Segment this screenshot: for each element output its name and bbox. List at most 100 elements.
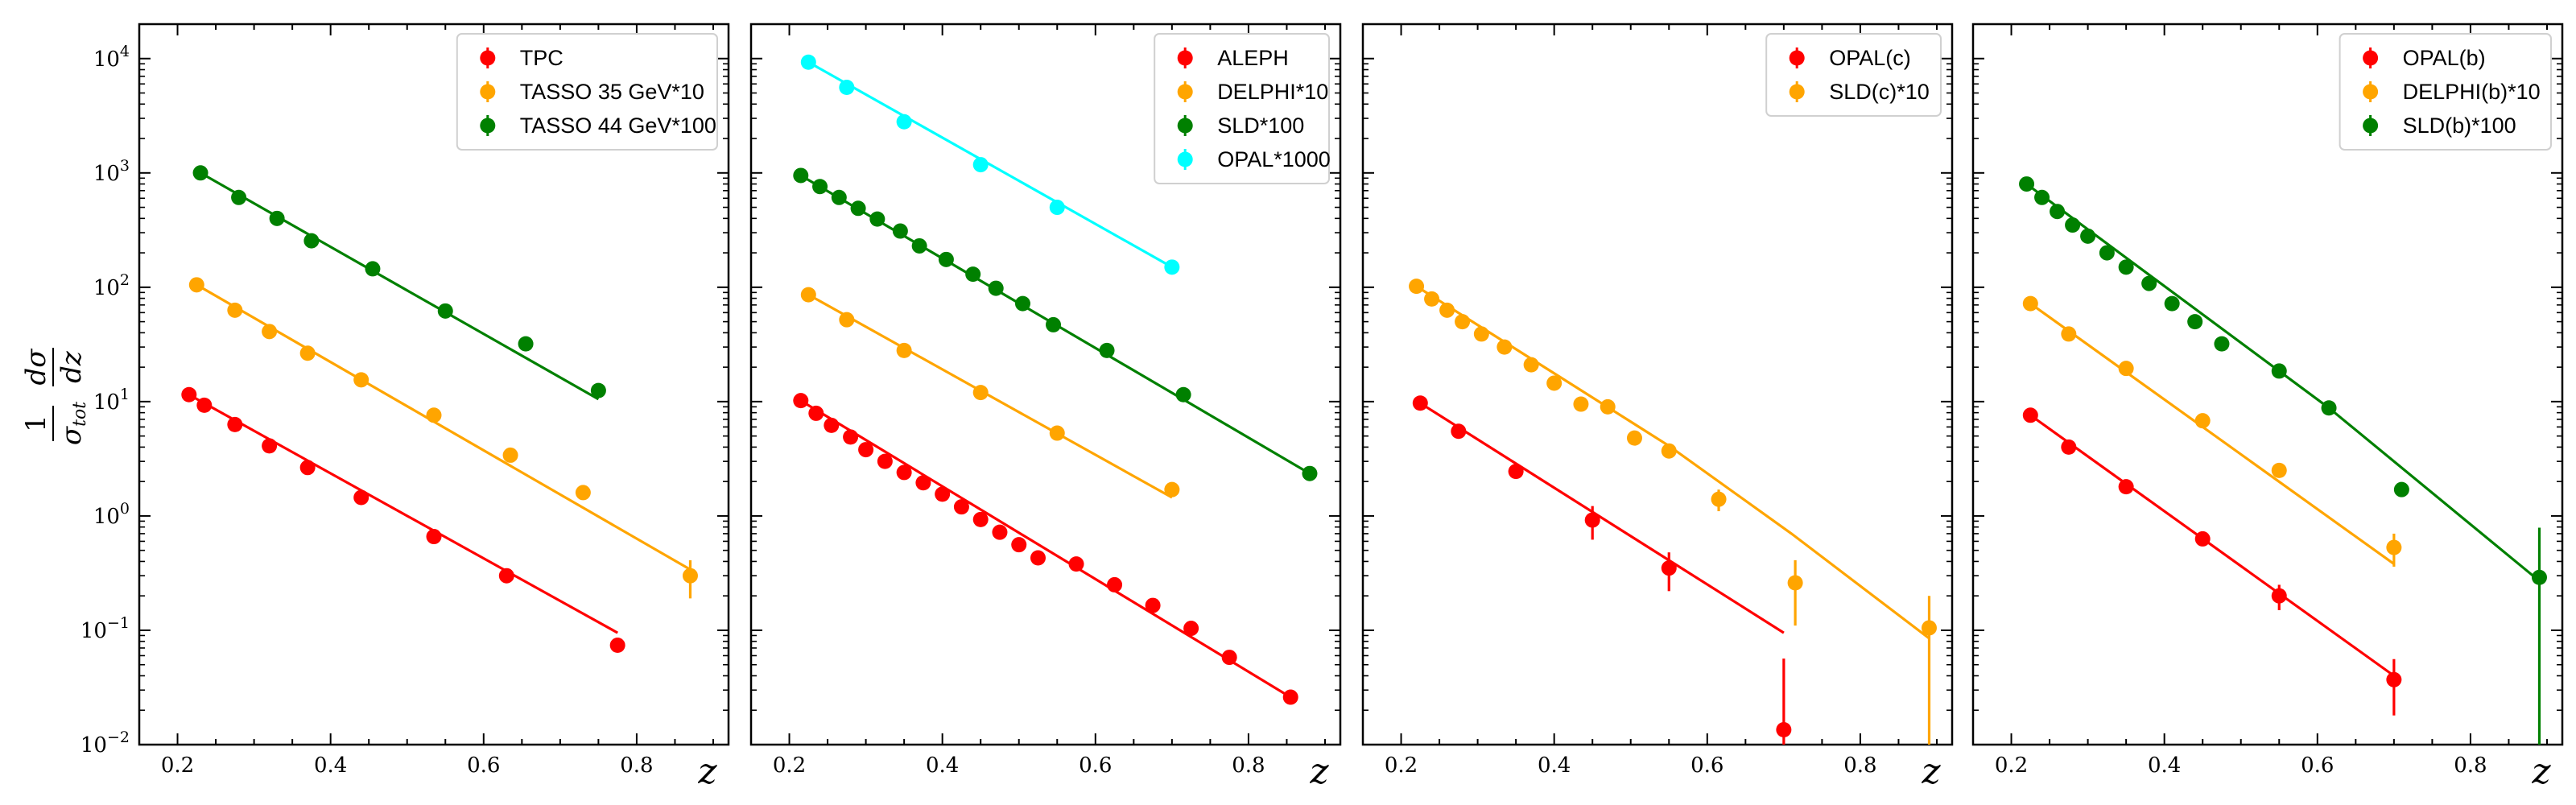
legend-entry: ALEPH <box>1177 46 1289 70</box>
data-point <box>353 489 369 506</box>
plot-frame <box>1361 23 1954 746</box>
data-point <box>2099 245 2115 261</box>
data-point <box>2061 326 2077 342</box>
data-point <box>938 251 954 267</box>
legend-label: DELPHI*10 <box>1217 80 1328 104</box>
data-point <box>911 237 927 254</box>
legend-label: ALEPH <box>1217 46 1289 70</box>
data-point <box>299 460 316 476</box>
x-tick-label: 0.2 <box>1995 753 2028 778</box>
fit-line <box>2029 414 2395 677</box>
legend-label: TPC <box>520 46 564 70</box>
series-3 <box>2019 176 2547 745</box>
data-point <box>262 324 278 340</box>
data-point <box>808 405 824 421</box>
data-point <box>192 165 208 181</box>
data-point <box>1049 425 1065 441</box>
x-tick-label: 0.4 <box>314 753 347 778</box>
data-point <box>2187 314 2203 330</box>
data-point <box>892 223 908 239</box>
data-point <box>196 397 213 413</box>
legend-marker <box>1177 50 1193 66</box>
legend-marker <box>1177 118 1193 134</box>
data-point <box>1011 537 1027 553</box>
series-1 <box>181 386 625 654</box>
data-point <box>869 211 886 227</box>
data-point <box>896 114 912 130</box>
data-point <box>1626 430 1642 446</box>
x-axis-label: z <box>1309 751 1329 792</box>
panel-4: 0.2 0.4 0.6 0.8 z OPAL(b) DELPHI(b)*10 SLD(b)*1… <box>1971 23 2564 792</box>
legend-entry: OPAL(c) <box>1789 46 1911 70</box>
data-point <box>953 499 969 515</box>
data-point <box>1584 512 1600 528</box>
legend-label: OPAL*1000 <box>1217 147 1331 171</box>
y-tick-label: 102 <box>93 271 130 300</box>
data-point <box>812 179 828 195</box>
data-point <box>1451 423 1467 440</box>
data-point <box>1600 398 1616 415</box>
data-point <box>1573 396 1589 412</box>
data-point <box>2022 407 2038 423</box>
legend-label: TASSO 44 GeV*100 <box>520 114 716 138</box>
legend: TPC TASSO 35 GeV*10 TASSO 44 GeV*100 <box>456 33 718 151</box>
legend-marker <box>2363 84 2379 100</box>
data-point <box>1046 316 1062 332</box>
data-point <box>972 385 989 401</box>
data-point <box>437 303 453 319</box>
data-point <box>972 157 989 173</box>
fit-line <box>2029 302 2395 565</box>
legend-entry: OPAL(b) <box>2363 46 2486 70</box>
data-point <box>1711 491 1727 507</box>
data-point <box>1776 721 1792 737</box>
data-point <box>2061 439 2077 455</box>
data-point <box>915 475 931 491</box>
data-point <box>353 372 369 388</box>
data-point <box>877 453 893 469</box>
x-tick-label: 0.2 <box>773 753 806 778</box>
x-tick-label: 0.8 <box>1843 753 1876 778</box>
data-point <box>1030 550 1046 566</box>
ylabel-denominator-sub: tot <box>70 402 90 427</box>
data-point <box>793 393 809 409</box>
data-point <box>2386 539 2402 555</box>
data-point <box>1424 291 1440 307</box>
data-point <box>2214 336 2230 352</box>
fit-line <box>200 171 600 401</box>
data-point <box>935 486 951 502</box>
legend: OPAL(b) DELPHI(b)*10 SLD(b)*100 <box>2339 33 2553 151</box>
series-2 <box>800 287 1180 499</box>
ylabel-numerator: 1 <box>20 415 52 432</box>
data-point <box>965 266 981 283</box>
ylabel-denominator: σtot <box>56 402 90 445</box>
series-2 <box>188 277 698 599</box>
legend-box <box>456 33 718 151</box>
data-point <box>2271 462 2287 478</box>
data-point <box>1164 259 1180 275</box>
y-tick-label: 103 <box>93 157 130 186</box>
data-point <box>426 529 442 545</box>
series-1 <box>793 393 1298 705</box>
series-4 <box>800 54 1180 275</box>
data-point <box>1183 621 1199 637</box>
x-tick-label: 0.4 <box>926 753 959 778</box>
data-point <box>1546 375 1563 391</box>
data-point <box>2022 295 2038 312</box>
legend-label: SLD(c)*10 <box>1829 80 1930 104</box>
legend: OPAL(c) SLD(c)*10 <box>1765 33 1942 117</box>
data-point <box>1164 481 1180 497</box>
fit-line <box>807 293 1173 499</box>
legend-marker <box>480 84 496 100</box>
x-tick-label: 0.2 <box>1385 753 1418 778</box>
series-1 <box>2022 407 2402 716</box>
data-point <box>2531 569 2547 585</box>
x-axis-label: z <box>2531 751 2551 792</box>
data-point <box>896 342 912 358</box>
data-point <box>181 386 197 402</box>
data-point <box>2393 481 2409 497</box>
x-tick-label: 0.8 <box>2454 753 2487 778</box>
data-point <box>2034 189 2050 205</box>
y-tick-label: 104 <box>93 43 130 72</box>
legend-marker <box>1177 84 1193 100</box>
